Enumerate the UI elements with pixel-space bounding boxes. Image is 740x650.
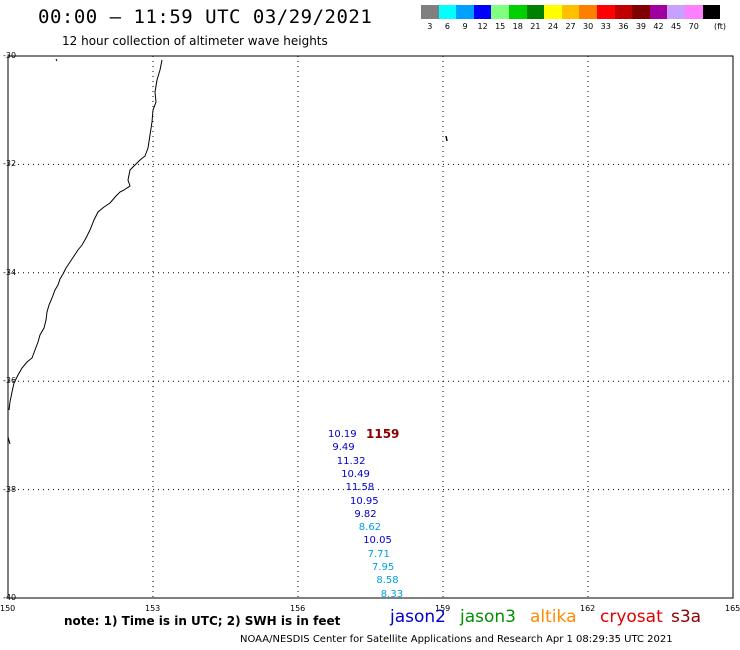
color-swatch	[473, 5, 492, 19]
latitude-label: -34	[3, 267, 17, 277]
satellite-legend-altika: altika	[530, 607, 577, 627]
color-swatch	[649, 5, 668, 19]
color-scale-labels: 3 6 9 12 15 18 21 24 27 30 33 36 39 42 45 70	[421, 22, 720, 31]
satellite-legend-cryosat: cryosat	[600, 607, 663, 627]
wave-height-color-scale	[421, 5, 721, 19]
color-scale-label: 33	[600, 22, 611, 31]
australia-coastline	[8, 59, 163, 411]
satellite-legend-jason3: jason3	[460, 607, 516, 627]
color-swatch	[667, 5, 685, 19]
wave-height-reading: 10.05	[363, 535, 392, 547]
wave-height-reading: 8.58	[376, 575, 399, 587]
color-swatch	[702, 5, 721, 19]
chart-title: 00:00 – 11:59 UTC 03/29/2021	[38, 6, 373, 28]
wave-height-reading: 10.19	[328, 429, 357, 440]
latitude-label: -30	[3, 51, 17, 60]
wave-height-reading: 8.33	[380, 588, 404, 600]
color-swatch	[421, 5, 439, 19]
wave-height-reading: 10.95	[350, 495, 379, 507]
color-scale-label: 27	[565, 22, 576, 31]
satellite-legend-s3a: s3a	[671, 607, 702, 627]
color-scale-label: 39	[635, 22, 647, 31]
wave-height-reading: 11.58	[345, 482, 375, 494]
color-scale-label: 6	[444, 22, 450, 31]
longitude-label: 153	[145, 604, 161, 613]
footer-credit: NOAA/NESDIS Center for Satellite Applica…	[240, 634, 673, 645]
units-note: note: 1) Time is in UTC; 2) SWH is in fe…	[64, 614, 341, 628]
latitude-label: -36	[3, 376, 17, 386]
wave-height-reading: 8.62	[358, 522, 382, 534]
wave-height-reading: 7.71	[367, 548, 390, 560]
color-scale-label: 42	[653, 22, 664, 31]
wave-height-reading: 11.32	[336, 455, 366, 467]
color-swatch	[491, 5, 509, 19]
color-scale-label: 36	[618, 22, 629, 31]
color-swatch	[684, 5, 703, 19]
lord-howe-island	[445, 135, 448, 142]
color-swatch	[508, 5, 527, 19]
color-swatch	[614, 5, 633, 19]
wave-height-reading: 9.49	[332, 442, 355, 454]
color-scale-unit: (ft)	[714, 22, 727, 31]
color-scale-label: 24	[547, 22, 559, 31]
map-frame	[7, 55, 734, 599]
color-scale-label: 9	[462, 22, 468, 31]
color-scale-label: 15	[495, 22, 506, 31]
color-scale-label: 21	[530, 22, 541, 31]
latitude-label: -40	[3, 593, 17, 602]
longitude-label: 162	[580, 604, 596, 613]
shoreline-mark	[55, 58, 58, 62]
chart-subtitle: 12 hour collection of altimeter wave hei…	[62, 34, 328, 48]
color-swatch	[456, 5, 474, 19]
color-swatch	[596, 5, 615, 19]
wave-height-reading: 9.82	[354, 508, 377, 520]
longitude-label: 156	[290, 604, 306, 613]
latitude-label: -32	[3, 159, 17, 169]
color-swatch	[438, 5, 457, 19]
longitude-label: 159	[435, 604, 451, 613]
color-scale-label: 18	[512, 22, 523, 31]
color-scale-label: 30	[583, 22, 594, 31]
color-swatch	[632, 5, 650, 19]
wave-height-reading: 10.49	[341, 468, 370, 480]
satellite-legend-jason2: jason2	[390, 607, 446, 627]
color-scale-label: 12	[477, 22, 488, 31]
track-time-label: 1159	[366, 427, 400, 441]
color-scale-label: 70	[688, 22, 699, 31]
wave-height-reading: 7.95	[372, 562, 395, 573]
longitude-label: 150	[0, 604, 16, 613]
latitude-label: -38	[3, 484, 17, 494]
color-swatch	[579, 5, 597, 19]
color-swatch	[561, 5, 580, 19]
color-swatch	[526, 5, 545, 19]
longitude-label: 165	[725, 604, 740, 613]
color-scale-label: 3	[427, 22, 433, 31]
color-scale-label: 45	[671, 22, 682, 31]
color-swatch	[544, 5, 562, 19]
